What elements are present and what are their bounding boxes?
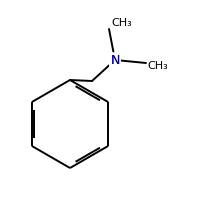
Text: CH₃: CH₃ <box>147 61 168 71</box>
Text: CH₃: CH₃ <box>111 18 132 28</box>
Text: N: N <box>110 53 120 66</box>
Text: N: N <box>110 53 120 66</box>
Text: N: N <box>110 53 120 66</box>
